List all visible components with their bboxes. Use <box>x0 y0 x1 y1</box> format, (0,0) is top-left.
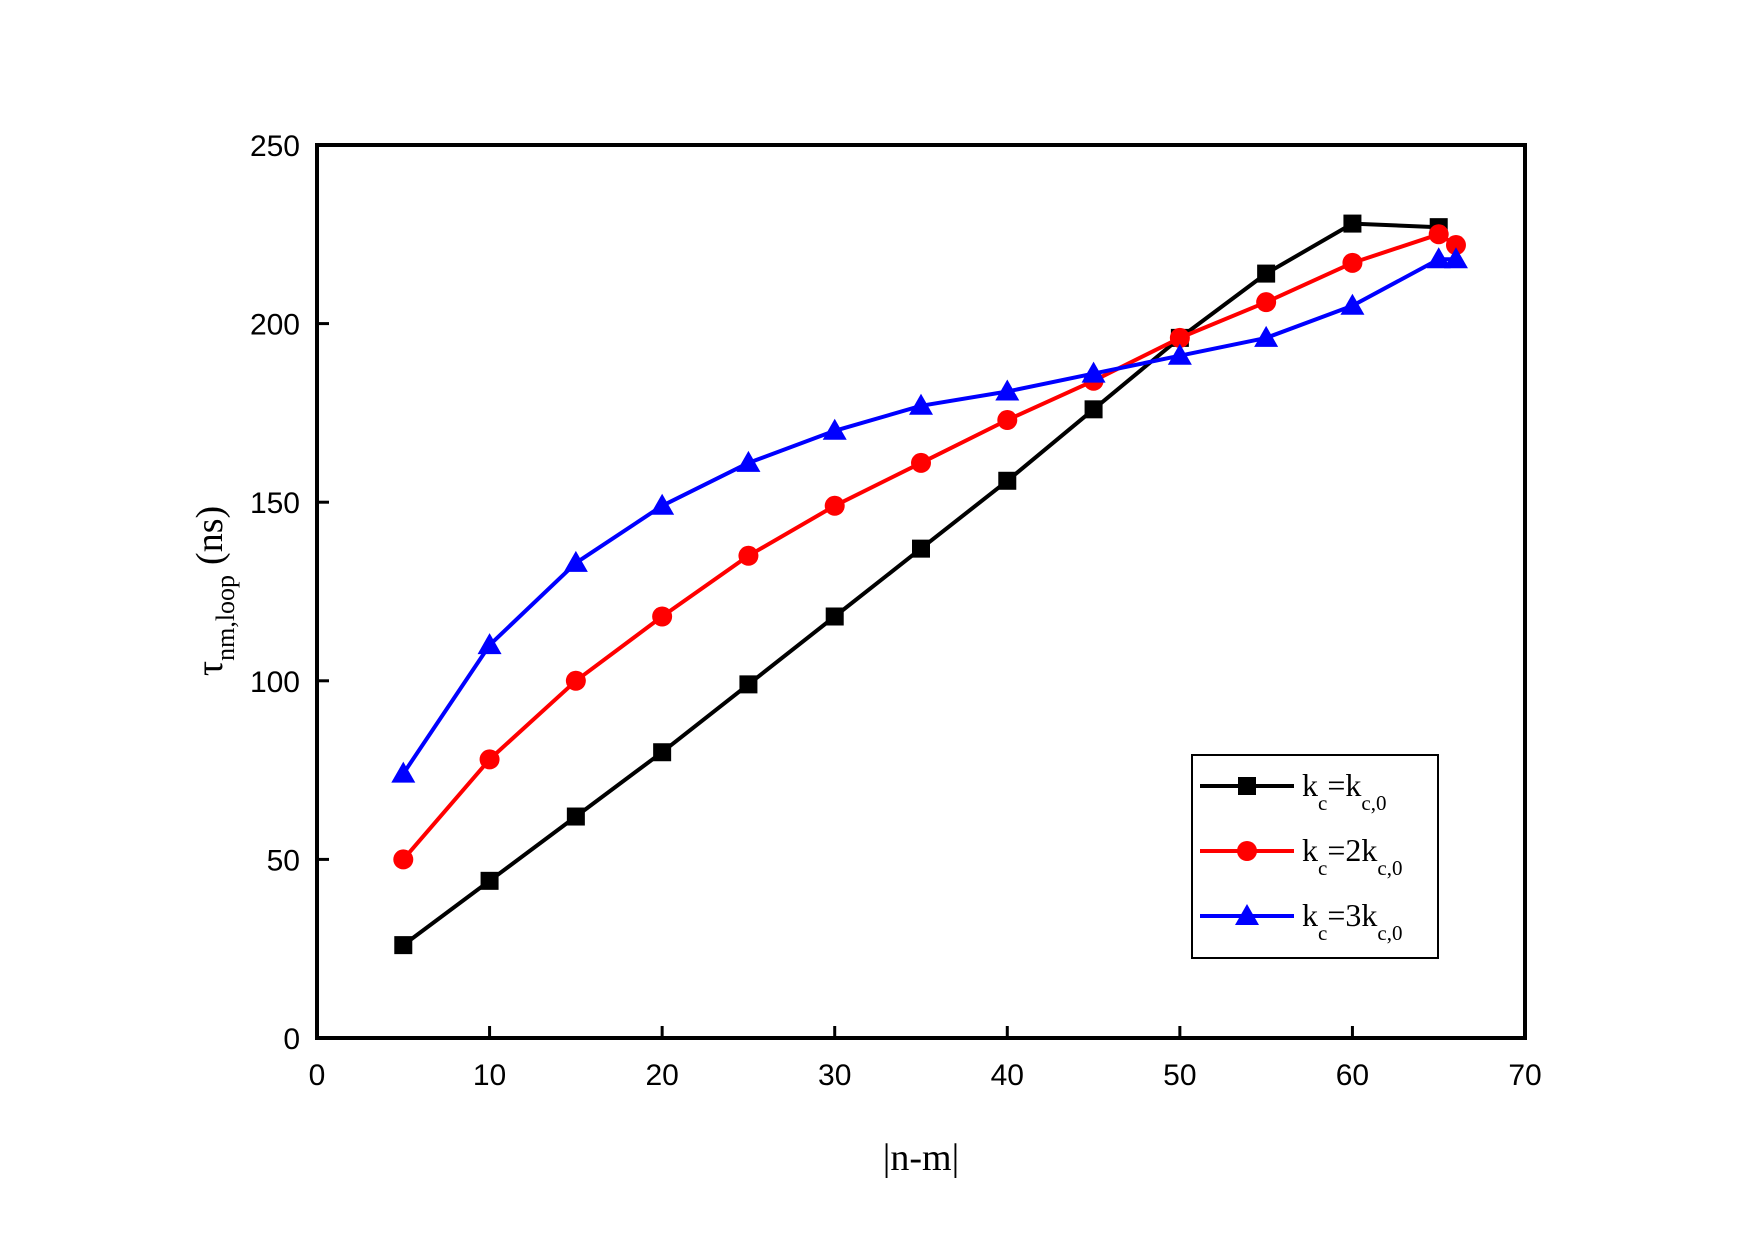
data-point <box>391 761 416 783</box>
legend-swatch-marker <box>1238 777 1256 795</box>
legend-label-part: =3k <box>1327 897 1377 933</box>
data-point <box>1340 293 1365 315</box>
data-point <box>563 550 588 572</box>
data-point <box>1428 224 1449 245</box>
data-point <box>480 871 499 890</box>
x-tick-label: 60 <box>1336 1059 1369 1092</box>
series-line <box>401 232 1458 861</box>
data-point <box>393 849 414 870</box>
legend-item-1: kc=kc,0 <box>1200 767 1386 815</box>
legend-label-part: k <box>1302 897 1318 933</box>
series-3 <box>391 247 1468 783</box>
y-axis-title-unit: (ns) <box>189 506 231 565</box>
legend-label-part: c,0 <box>1361 791 1386 815</box>
x-tick-label: 0 <box>309 1059 326 1092</box>
data-point <box>1084 400 1103 419</box>
series-line <box>401 257 1456 775</box>
y-axis-title-symbol: τ <box>189 661 231 676</box>
data-point <box>652 606 673 627</box>
legend-label-part: c,0 <box>1377 856 1402 880</box>
data-point <box>1256 292 1277 313</box>
legend-label: kc=2kc,0 <box>1302 832 1402 880</box>
data-point <box>1342 252 1363 273</box>
data-point <box>479 749 500 770</box>
data-point <box>1254 325 1279 347</box>
y-tick-label: 50 <box>267 844 300 877</box>
data-point <box>1426 247 1451 269</box>
legend-item-3: kc=3kc,0 <box>1200 897 1402 945</box>
plot-frame <box>315 143 1527 1040</box>
data-point <box>824 495 845 516</box>
data-point <box>1257 264 1276 283</box>
legend-box <box>1191 754 1439 959</box>
data-point <box>909 393 933 415</box>
legend-label-part: c <box>1318 856 1327 880</box>
y-tick-label: 100 <box>250 666 300 699</box>
legend-swatch-marker <box>1235 904 1259 925</box>
legend-label-part: c,0 <box>1377 921 1402 945</box>
legend-label-part: c <box>1318 791 1327 815</box>
series-2 <box>393 224 1466 870</box>
data-point <box>1443 247 1468 269</box>
y-axis-ticks: 0 50 100 150 200 250 <box>250 130 329 1056</box>
data-point <box>653 743 672 762</box>
data-point <box>825 607 844 626</box>
legend-label-part: k <box>1302 832 1318 868</box>
x-axis-ticks: 0 10 20 30 40 50 60 70 <box>309 1026 1542 1092</box>
legend-label-part: =2k <box>1327 832 1377 868</box>
data-point <box>995 379 1020 401</box>
data-point <box>911 452 931 473</box>
data-point <box>566 807 585 826</box>
data-point <box>1081 361 1106 383</box>
y-tick-label: 0 <box>283 1023 300 1056</box>
data-point <box>739 675 758 694</box>
series-layer <box>391 214 1468 955</box>
y-tick-label: 200 <box>250 309 300 342</box>
y-tick-label: 250 <box>250 130 300 163</box>
data-point <box>394 936 413 955</box>
x-tick-label: 20 <box>645 1059 678 1092</box>
legend-label-part: k <box>1302 767 1318 803</box>
data-point <box>997 410 1018 431</box>
data-point <box>565 670 586 691</box>
x-tick-label: 70 <box>1508 1059 1541 1092</box>
data-point <box>1343 214 1362 233</box>
legend-swatch-marker <box>1237 841 1257 861</box>
series-1 <box>394 214 1448 955</box>
data-point <box>1445 235 1466 256</box>
x-tick-label: 40 <box>991 1059 1024 1092</box>
data-point <box>1167 343 1192 365</box>
legend-label: kc=3kc,0 <box>1302 897 1402 945</box>
data-point <box>822 418 847 440</box>
data-point <box>912 539 930 558</box>
data-point <box>477 633 502 655</box>
legend-label-part: c <box>1318 921 1327 945</box>
y-axis-title-subscript: nm,loop <box>211 575 240 661</box>
data-point <box>738 545 759 566</box>
legend-item-2: kc=2kc,0 <box>1200 832 1402 880</box>
data-point <box>736 450 761 472</box>
x-axis-title: |n-m| <box>883 1137 959 1179</box>
data-point <box>650 493 675 515</box>
data-point <box>998 471 1017 490</box>
data-point <box>1169 327 1190 348</box>
legend: kc=kc,0kc=2kc,0kc=3kc,0 <box>1191 754 1439 959</box>
x-tick-label: 30 <box>818 1059 851 1092</box>
x-tick-label: 50 <box>1163 1059 1196 1092</box>
x-tick-label: 10 <box>473 1059 506 1092</box>
y-tick-label: 150 <box>250 487 300 520</box>
y-axis-title: τnm,loop (ns) <box>189 506 240 676</box>
legend-label-part: =k <box>1327 767 1361 803</box>
legend-label: kc=kc,0 <box>1302 767 1386 815</box>
